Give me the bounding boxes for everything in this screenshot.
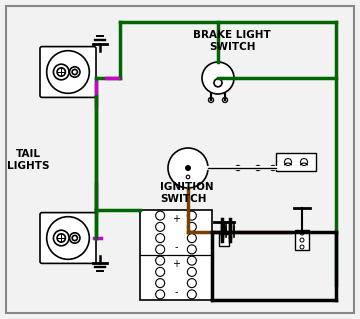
- Circle shape: [270, 166, 275, 170]
- Text: TAIL
LIGHTS: TAIL LIGHTS: [7, 149, 49, 171]
- Text: -: -: [174, 287, 178, 297]
- Circle shape: [187, 267, 196, 276]
- Text: +: +: [172, 214, 180, 224]
- Circle shape: [300, 238, 304, 242]
- FancyBboxPatch shape: [40, 47, 96, 97]
- Circle shape: [222, 98, 228, 102]
- Circle shape: [187, 234, 196, 243]
- Circle shape: [69, 67, 80, 77]
- Circle shape: [69, 233, 80, 243]
- Circle shape: [156, 211, 165, 220]
- Circle shape: [57, 68, 66, 76]
- Circle shape: [186, 166, 190, 170]
- Bar: [219, 234, 229, 246]
- Circle shape: [72, 70, 77, 75]
- Circle shape: [156, 245, 165, 254]
- Circle shape: [168, 148, 208, 188]
- Circle shape: [187, 256, 196, 265]
- Circle shape: [53, 64, 69, 80]
- Circle shape: [301, 159, 307, 166]
- Circle shape: [156, 256, 165, 265]
- Text: BRAKE LIGHT
SWITCH: BRAKE LIGHT SWITCH: [193, 30, 271, 52]
- Bar: [140, 210, 212, 300]
- FancyBboxPatch shape: [40, 212, 96, 263]
- Circle shape: [187, 222, 196, 231]
- Circle shape: [156, 278, 165, 288]
- Circle shape: [156, 234, 165, 243]
- Circle shape: [57, 234, 66, 242]
- Circle shape: [187, 245, 196, 254]
- Circle shape: [47, 217, 89, 259]
- Text: -: -: [174, 242, 178, 252]
- Text: +: +: [172, 259, 180, 269]
- Circle shape: [187, 278, 196, 288]
- Circle shape: [156, 222, 165, 231]
- Circle shape: [284, 159, 292, 166]
- Circle shape: [72, 235, 77, 241]
- Circle shape: [187, 290, 196, 299]
- Bar: [276, 153, 316, 171]
- Circle shape: [156, 267, 165, 276]
- Text: IGNITION
SWITCH: IGNITION SWITCH: [160, 182, 213, 204]
- Circle shape: [300, 231, 304, 235]
- Circle shape: [208, 98, 213, 102]
- Circle shape: [235, 166, 240, 170]
- Circle shape: [202, 62, 234, 94]
- Circle shape: [300, 245, 304, 249]
- Circle shape: [187, 211, 196, 220]
- Circle shape: [156, 290, 165, 299]
- Circle shape: [186, 175, 190, 179]
- Bar: [295, 230, 309, 250]
- Circle shape: [47, 51, 89, 93]
- Circle shape: [53, 230, 69, 246]
- Circle shape: [256, 166, 261, 170]
- Circle shape: [214, 79, 222, 87]
